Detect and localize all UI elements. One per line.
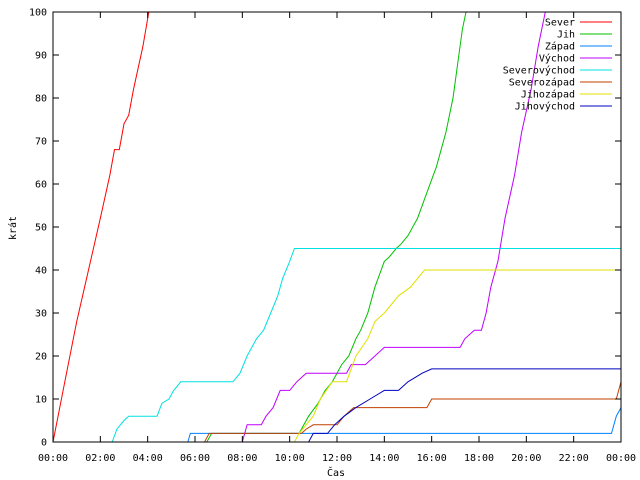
y-tick-label: 80 [35, 94, 47, 105]
x-tick-label: 02:00 [85, 453, 115, 464]
legend-label-2: Západ [545, 41, 575, 53]
legend-label-0: Sever [545, 18, 575, 29]
plot-frame [52, 11, 622, 443]
y-axis-label: krát [7, 216, 19, 240]
x-axis-label: Čas [327, 466, 345, 479]
x-tick-label: 06:00 [180, 453, 210, 464]
series-line-6 [53, 269, 621, 442]
series-line-3 [53, 12, 546, 442]
legend-label-1: Jih [557, 30, 575, 41]
legend: SeverJihZápadVýchodSeverovýchodSeverozáp… [503, 18, 612, 113]
x-tick-label: 08:00 [227, 453, 257, 464]
y-tick-label: 60 [35, 180, 47, 191]
axes-layer: 0 10 20 30 40 50 60 70 80 90 100 00:00 02:00 04:00 06:… [29, 8, 636, 465]
series-line-4 [53, 248, 621, 442]
x-tick-label: 14:00 [369, 453, 399, 464]
x-tick-label: 16:00 [417, 453, 447, 464]
legend-label-4: Severovýchod [503, 65, 575, 77]
legend-label-5: Severozápad [509, 77, 575, 89]
series-line-0 [53, 12, 150, 442]
y-tick-label: 90 [35, 51, 47, 62]
x-tick-label: 00:00 [606, 453, 636, 464]
x-tick-label: 18:00 [464, 453, 494, 464]
y-tick-label: 50 [35, 223, 47, 234]
y-tick-label: 20 [35, 352, 47, 363]
series-line-1 [53, 12, 467, 442]
x-tick-label: 00:00 [38, 453, 68, 464]
y-tick-label: 40 [35, 266, 47, 277]
series-line-2 [53, 407, 621, 442]
y-tick-label: 0 [41, 438, 47, 449]
series-line-5 [53, 381, 621, 442]
x-tick-label: 20:00 [511, 453, 541, 464]
legend-label-3: Východ [539, 53, 575, 65]
x-tick-label: 22:00 [559, 453, 589, 464]
x-tick-label: 12:00 [322, 453, 352, 464]
y-tick-label: 10 [35, 395, 47, 406]
y-tick-label: 30 [35, 309, 47, 320]
legend-label-7: Jihovýchod [515, 101, 575, 113]
series-layer [53, 12, 621, 442]
legend-label-6: Jihozápad [521, 89, 575, 101]
x-tick-label: 04:00 [133, 453, 163, 464]
y-tick-label: 70 [35, 137, 47, 148]
series-line-7 [53, 368, 621, 442]
x-tick-label: 10:00 [275, 453, 305, 464]
y-tick-label: 100 [29, 8, 47, 19]
